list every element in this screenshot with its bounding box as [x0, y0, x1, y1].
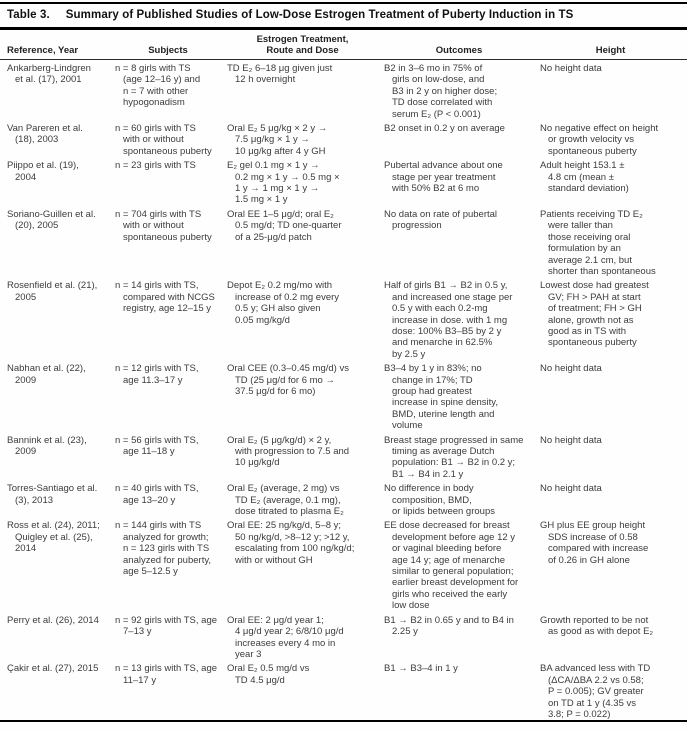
table-row: Ankarberg-Lindgren et al. (17), 2001 n =…	[0, 60, 687, 121]
cell-subjects: n = 8 girls with TS (age 12–16 y) and n …	[115, 63, 201, 109]
bottom-rule	[0, 720, 687, 723]
table-caption: Table 3. Summary of Published Studies of …	[0, 4, 687, 27]
table-row: Torres-Santiago et al. (3), 2013 n = 40 …	[0, 480, 687, 517]
header-row: Reference, Year Subjects Estrogen Treatm…	[0, 30, 687, 60]
cell-reference: Piippo et al. (19), 2004	[7, 160, 79, 183]
col-header-outcomes: Outcomes	[435, 45, 483, 56]
cell-treatment: Oral E₂ (5 μg/kg/d) × 2 y, with progress…	[227, 434, 350, 469]
cell-reference: Ankarberg-Lindgren et al. (17), 2001	[7, 63, 91, 86]
cell-height: No height data	[540, 363, 602, 375]
table-row: Van Pareren et al. (18), 2003 n = 60 gir…	[0, 120, 687, 157]
cell-treatment: TD E₂ 6–18 μg given just 12 h overnight	[227, 63, 333, 86]
col-header-estrogen-treatment: Estrogen Treatment, Route and Dose	[256, 34, 349, 56]
cell-subjects: n = 12 girls with TS, age 11.3–17 y	[115, 363, 199, 386]
cell-treatment: Oral E₂ (average, 2 mg) vs TD E₂ (averag…	[227, 483, 344, 518]
cell-subjects: n = 13 girls with TS, age 11–17 y	[115, 663, 218, 686]
cell-subjects: n = 14 girls with TS, compared with NCGS…	[115, 280, 215, 315]
cell-height: Adult height 153.1 ± 4.8 cm (mean ± stan…	[540, 160, 629, 195]
cell-treatment: Oral EE: 25 ng/kg/d, 5–8 y; 50 ng/kg/d, …	[227, 520, 355, 566]
cell-outcomes: No data on rate of pubertal progression	[384, 208, 498, 232]
cell-height: No height data	[540, 63, 602, 74]
cell-reference: Torres-Santiago et al. (3), 2013	[7, 483, 98, 506]
cell-treatment: Depot E₂ 0.2 mg/mo with increase of 0.2 …	[227, 280, 340, 326]
cell-height: No height data	[540, 483, 602, 495]
cell-reference: Rosenfield et al. (21), 2005	[7, 280, 98, 303]
studies-table: Reference, Year Subjects Estrogen Treatm…	[0, 30, 687, 720]
caption-rule	[0, 27, 687, 30]
table-row: Soriano-Guillen et al. (20), 2005 n = 70…	[0, 206, 687, 277]
cell-treatment: Oral EE: 2 μg/d year 1; 4 μg/d year 2; 6…	[227, 614, 344, 660]
cell-reference: Perry et al. (26), 2014	[7, 614, 99, 626]
cell-reference: Çakir et al. (27), 2015	[7, 663, 99, 675]
cell-outcomes: B1 → B2 in 0.65 y and to B4 in 2.25 y	[384, 614, 514, 638]
cell-subjects: n = 144 girls with TS analyzed for growt…	[115, 520, 212, 578]
cell-treatment: Oral EE 1–5 μg/d; oral E₂ 0.5 mg/d; TD o…	[227, 208, 342, 243]
cell-outcomes: Pubertal advance about one stage per yea…	[384, 160, 503, 195]
cell-reference: Soriano-Guillen et al. (20), 2005	[7, 208, 96, 232]
cell-outcomes: Breast stage progressed in same timing a…	[384, 434, 524, 480]
table-number-label: Table 3.	[7, 9, 50, 21]
cell-subjects: n = 92 girls with TS, age 7–13 y	[115, 614, 218, 638]
cell-subjects: n = 23 girls with TS	[115, 160, 196, 172]
cell-height: No height data	[540, 434, 602, 446]
table-row: Bannink et al. (23), 2009 n = 56 girls w…	[0, 432, 687, 481]
table-row: Çakir et al. (27), 2015 n = 13 girls wit…	[0, 660, 687, 720]
cell-height: No negative effect on height or growth v…	[540, 123, 659, 157]
cell-height: Growth reported to be not as good as wit…	[540, 614, 654, 638]
table-row: Ross et al. (24), 2011; Quigley et al. (…	[0, 517, 687, 611]
cell-height: Patients receiving TD E₂ were taller tha…	[540, 208, 656, 277]
cell-subjects: n = 60 girls with TS with or without spo…	[115, 123, 212, 157]
cell-outcomes: Half of girls B1 → B2 in 0.5 y, and incr…	[384, 280, 513, 360]
table-row: Perry et al. (26), 2014 n = 92 girls wit…	[0, 612, 687, 661]
cell-outcomes: B1 → B3–4 in 1 y	[384, 663, 458, 675]
cell-reference: Nabhan et al. (22), 2009	[7, 363, 86, 386]
col-header-height: Height	[595, 45, 626, 56]
top-rule	[0, 2, 687, 4]
table-row: Piippo et al. (19), 2004 n = 23 girls wi…	[0, 157, 687, 206]
cell-subjects: n = 704 girls with TS with or without sp…	[115, 208, 212, 243]
cell-height: Lowest dose had greatest GV; FH > PAH at…	[540, 280, 649, 349]
cell-height: BA advanced less with TD (ΔCA/ΔBA 2.2 vs…	[540, 663, 651, 720]
cell-treatment: Oral CEE (0.3–0.45 mg/d) vs TD (25 μg/d …	[227, 363, 349, 397]
cell-reference: Van Pareren et al. (18), 2003	[7, 123, 83, 146]
table-row: Nabhan et al. (22), 2009 n = 12 girls wi…	[0, 360, 687, 431]
cell-reference: Bannink et al. (23), 2009	[7, 434, 87, 457]
cell-treatment: Oral E₂ 0.5 mg/d vs TD 4.5 μg/d	[227, 663, 310, 686]
cell-reference: Ross et al. (24), 2011; Quigley et al. (…	[7, 520, 100, 555]
table-row: Rosenfield et al. (21), 2005 n = 14 girl…	[0, 277, 687, 360]
cell-subjects: n = 40 girls with TS, age 13–20 y	[115, 483, 199, 506]
cell-outcomes: EE dose decreased for breast development…	[384, 520, 519, 612]
cell-outcomes: B3–4 by 1 y in 83%; no change in 17%; TD…	[384, 363, 498, 432]
cell-treatment: E₂ gel 0.1 mg × 1 y → 0.2 mg × 1 y → 0.5…	[227, 160, 340, 206]
cell-outcomes: B2 in 3–6 mo in 75% of girls on low-dose…	[384, 63, 498, 120]
cell-outcomes: B2 onset in 0.2 y on average	[384, 123, 505, 135]
col-header-reference-year: Reference, Year	[7, 45, 79, 56]
cell-outcomes: No difference in body composition, BMD, …	[384, 483, 495, 518]
col-header-subjects: Subjects	[148, 45, 188, 56]
cell-height: GH plus EE group height SDS increase of …	[540, 520, 649, 566]
cell-subjects: n = 56 girls with TS, age 11–18 y	[115, 434, 199, 457]
cell-treatment: Oral E₂ 5 μg/kg × 2 y → 7.5 μg/kg × 1 y …	[227, 123, 328, 157]
table-body: Ankarberg-Lindgren et al. (17), 2001 n =…	[0, 60, 687, 721]
table-title: Summary of Published Studies of Low-Dose…	[65, 9, 574, 21]
